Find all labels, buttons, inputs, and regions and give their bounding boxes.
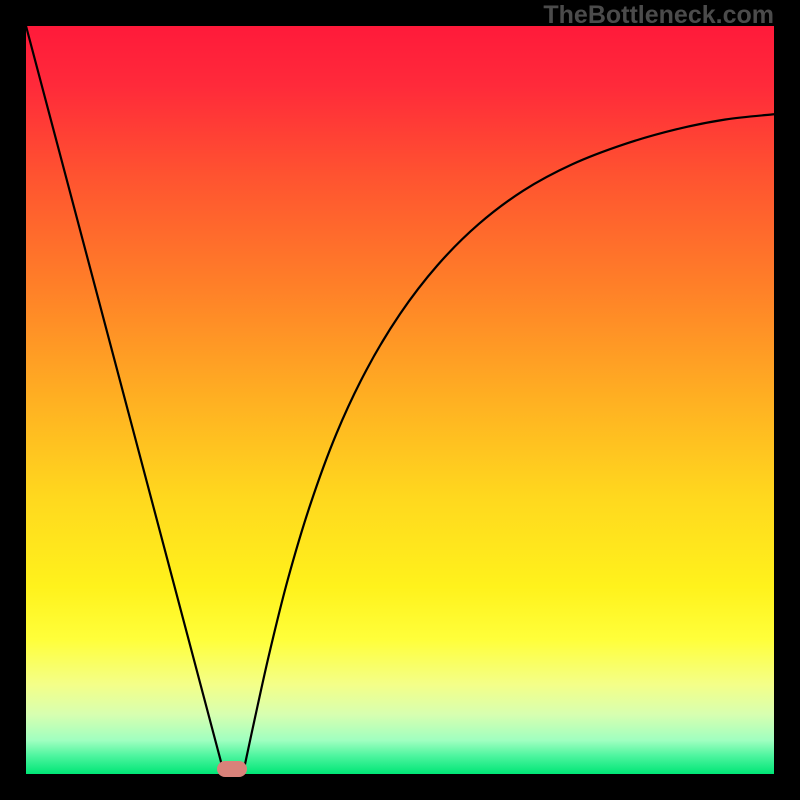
plot-area [26, 26, 774, 774]
watermark-text: TheBottleneck.com [543, 1, 774, 30]
chart-container: TheBottleneck.com [0, 0, 800, 800]
curve-layer [26, 26, 774, 774]
vertex-marker [217, 761, 247, 777]
left-curve [26, 26, 224, 774]
right-curve [243, 114, 774, 774]
